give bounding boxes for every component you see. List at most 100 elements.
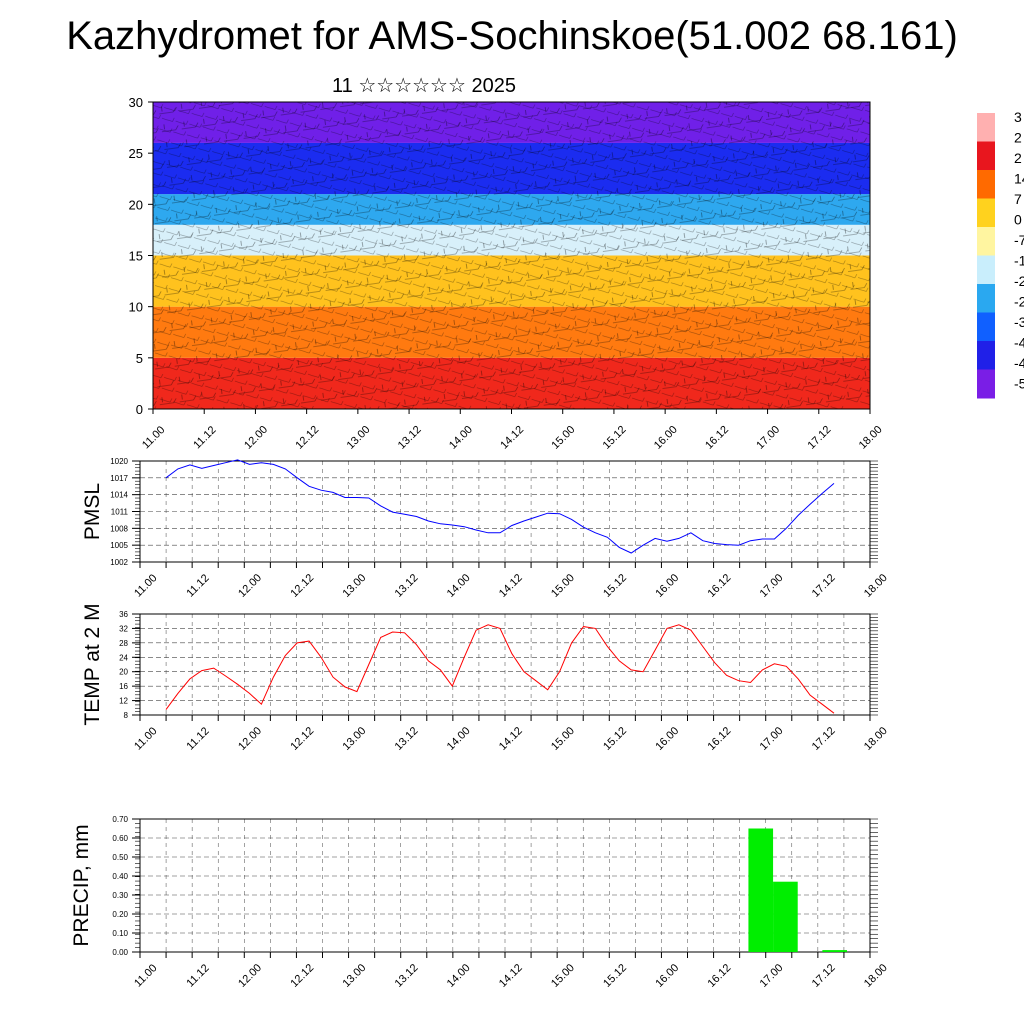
x-tick-label: 13.12 [393,962,421,990]
colorbar-label: 2 [1014,150,1022,166]
x-tick-label: 17.12 [810,962,838,990]
x-tick-label: 18.00 [862,725,890,753]
x-tick-label: 12.12 [288,572,316,600]
x-tick-label: 14.00 [445,962,473,990]
x-tick-label: 15.00 [549,725,577,753]
y-tick-label: 1005 [110,541,128,550]
colorbar-segment [977,284,995,313]
x-tick-label: 17.12 [810,572,838,600]
colorbar-label: 7 [1014,191,1022,207]
x-tick-label: 11.12 [191,424,218,451]
x-tick-label: 11.12 [184,725,211,752]
figure-subtitle: 11 ☆☆☆☆☆☆ 2025 [332,75,516,97]
y-axis-label: PMSL [81,483,104,540]
y-tick-label: 20 [119,668,128,677]
colorbar-segment [977,369,995,399]
x-tick-label: 18.00 [862,572,890,600]
y-tick-label: 0.10 [112,929,128,938]
y-tick-label: 8 [124,711,129,720]
y-tick-label: 0.00 [112,948,128,957]
x-tick-label: 17.00 [758,962,786,990]
x-tick-label: 16.12 [705,725,733,753]
x-tick-label: 12.12 [288,725,316,753]
colorbar-label: 0 [1014,212,1022,228]
x-tick-label: 13.12 [393,572,421,600]
x-tick-label: 12.00 [236,572,264,600]
x-tick-label: 14.00 [447,424,475,452]
colorbar-label: -2 [1014,294,1024,310]
colorbar-label: 2 [1014,130,1022,146]
y-tick-label: 1011 [111,508,129,517]
y-axis-label: TEMP at 2 M [81,603,104,725]
x-tick-label: 14.12 [498,424,526,452]
x-tick-label: 15.12 [601,962,629,990]
colorbar-segment [977,255,995,285]
x-tick-label: 16.00 [653,725,681,753]
y-tick-label: 0.60 [112,834,128,843]
y-tick-label: 5 [136,351,143,366]
x-tick-label: 14.12 [497,572,525,600]
x-tick-label: 12.12 [293,424,321,452]
y-axis-label: PRECIP, mm [70,824,93,946]
y-tick-label: 24 [119,653,128,662]
y-tick-label: 0.30 [112,891,128,900]
plot-frame [139,613,871,716]
x-tick-label: 15.12 [601,725,629,753]
x-tick-label: 16.00 [652,424,680,452]
colorbar-label: -3 [1014,314,1024,330]
x-tick-label: 12.00 [236,962,264,990]
colorbar-label: 14 [1014,171,1024,187]
colorbar-segment [977,198,995,228]
x-tick-label: 11.12 [184,572,211,599]
y-tick-label: 0.20 [112,910,128,919]
x-tick-label: 13.00 [340,725,368,753]
y-tick-label: 1020 [110,457,128,466]
y-tick-label: 1008 [110,524,128,533]
colorbar-segment [977,170,995,199]
x-tick-label: 16.12 [705,572,733,600]
x-tick-label: 14.12 [497,725,525,753]
x-tick-label: 17.00 [758,572,786,600]
heatmap-panel: 0 5 10 15 20 25 30 11.00 11.12 12.00 12.12 13.00 13.… [129,95,885,452]
y-tick-label: 1017 [110,474,128,483]
x-tick-label: 11.00 [140,424,167,451]
x-tick-label: 16.12 [705,962,733,990]
temp-line [165,624,835,714]
colorbar-segment [977,312,995,342]
colorbar-segment [977,341,995,370]
x-tick-label: 16.12 [703,424,731,452]
x-tick-label: 11.00 [132,725,159,752]
x-tick-label: 14.12 [497,962,525,990]
y-tick-label: 36 [119,610,128,619]
x-tick-label: 18.00 [857,424,885,452]
precip-bar [748,828,774,952]
colorbar-label: -1 [1014,253,1024,269]
precip-bar [822,950,847,952]
x-tick-label: 11.00 [132,962,159,989]
x-tick-label: 12.12 [288,962,316,990]
colorbar: 3 2 2 14 7 0 -7 -1 -2 -2 -3 -4 -4 -5 [977,109,1024,399]
y-tick-label: 10 [129,300,143,315]
colorbar-label: -4 [1014,335,1024,351]
y-tick-label: 0.50 [112,853,128,862]
x-tick-label: 11.12 [184,962,211,989]
y-tick-label: 28 [119,639,128,648]
wind-barbs [153,102,870,409]
x-tick-label: 13.12 [393,725,421,753]
x-tick-label: 17.00 [758,725,786,753]
x-tick-label: 15.00 [549,572,577,600]
x-tick-label: 16.00 [653,962,681,990]
x-tick-label: 17.00 [754,424,782,452]
y-tick-label: 0.70 [112,815,128,824]
x-tick-label: 12.00 [242,424,270,452]
temp-panel: 8 12 16 20 24 28 32 36 11.00 11.12 12.00 12.12 13.00… [81,603,890,752]
y-tick-label: 0 [136,402,143,417]
x-tick-label: 14.00 [445,725,473,753]
y-tick-label: 1002 [110,558,128,567]
x-tick-label: 11.00 [132,572,159,599]
x-tick-label: 15.00 [549,424,577,452]
y-tick-label: 16 [119,682,128,691]
x-tick-label: 13.12 [396,424,424,452]
colorbar-label: -4 [1014,355,1024,371]
colorbar-label: -5 [1014,376,1024,392]
